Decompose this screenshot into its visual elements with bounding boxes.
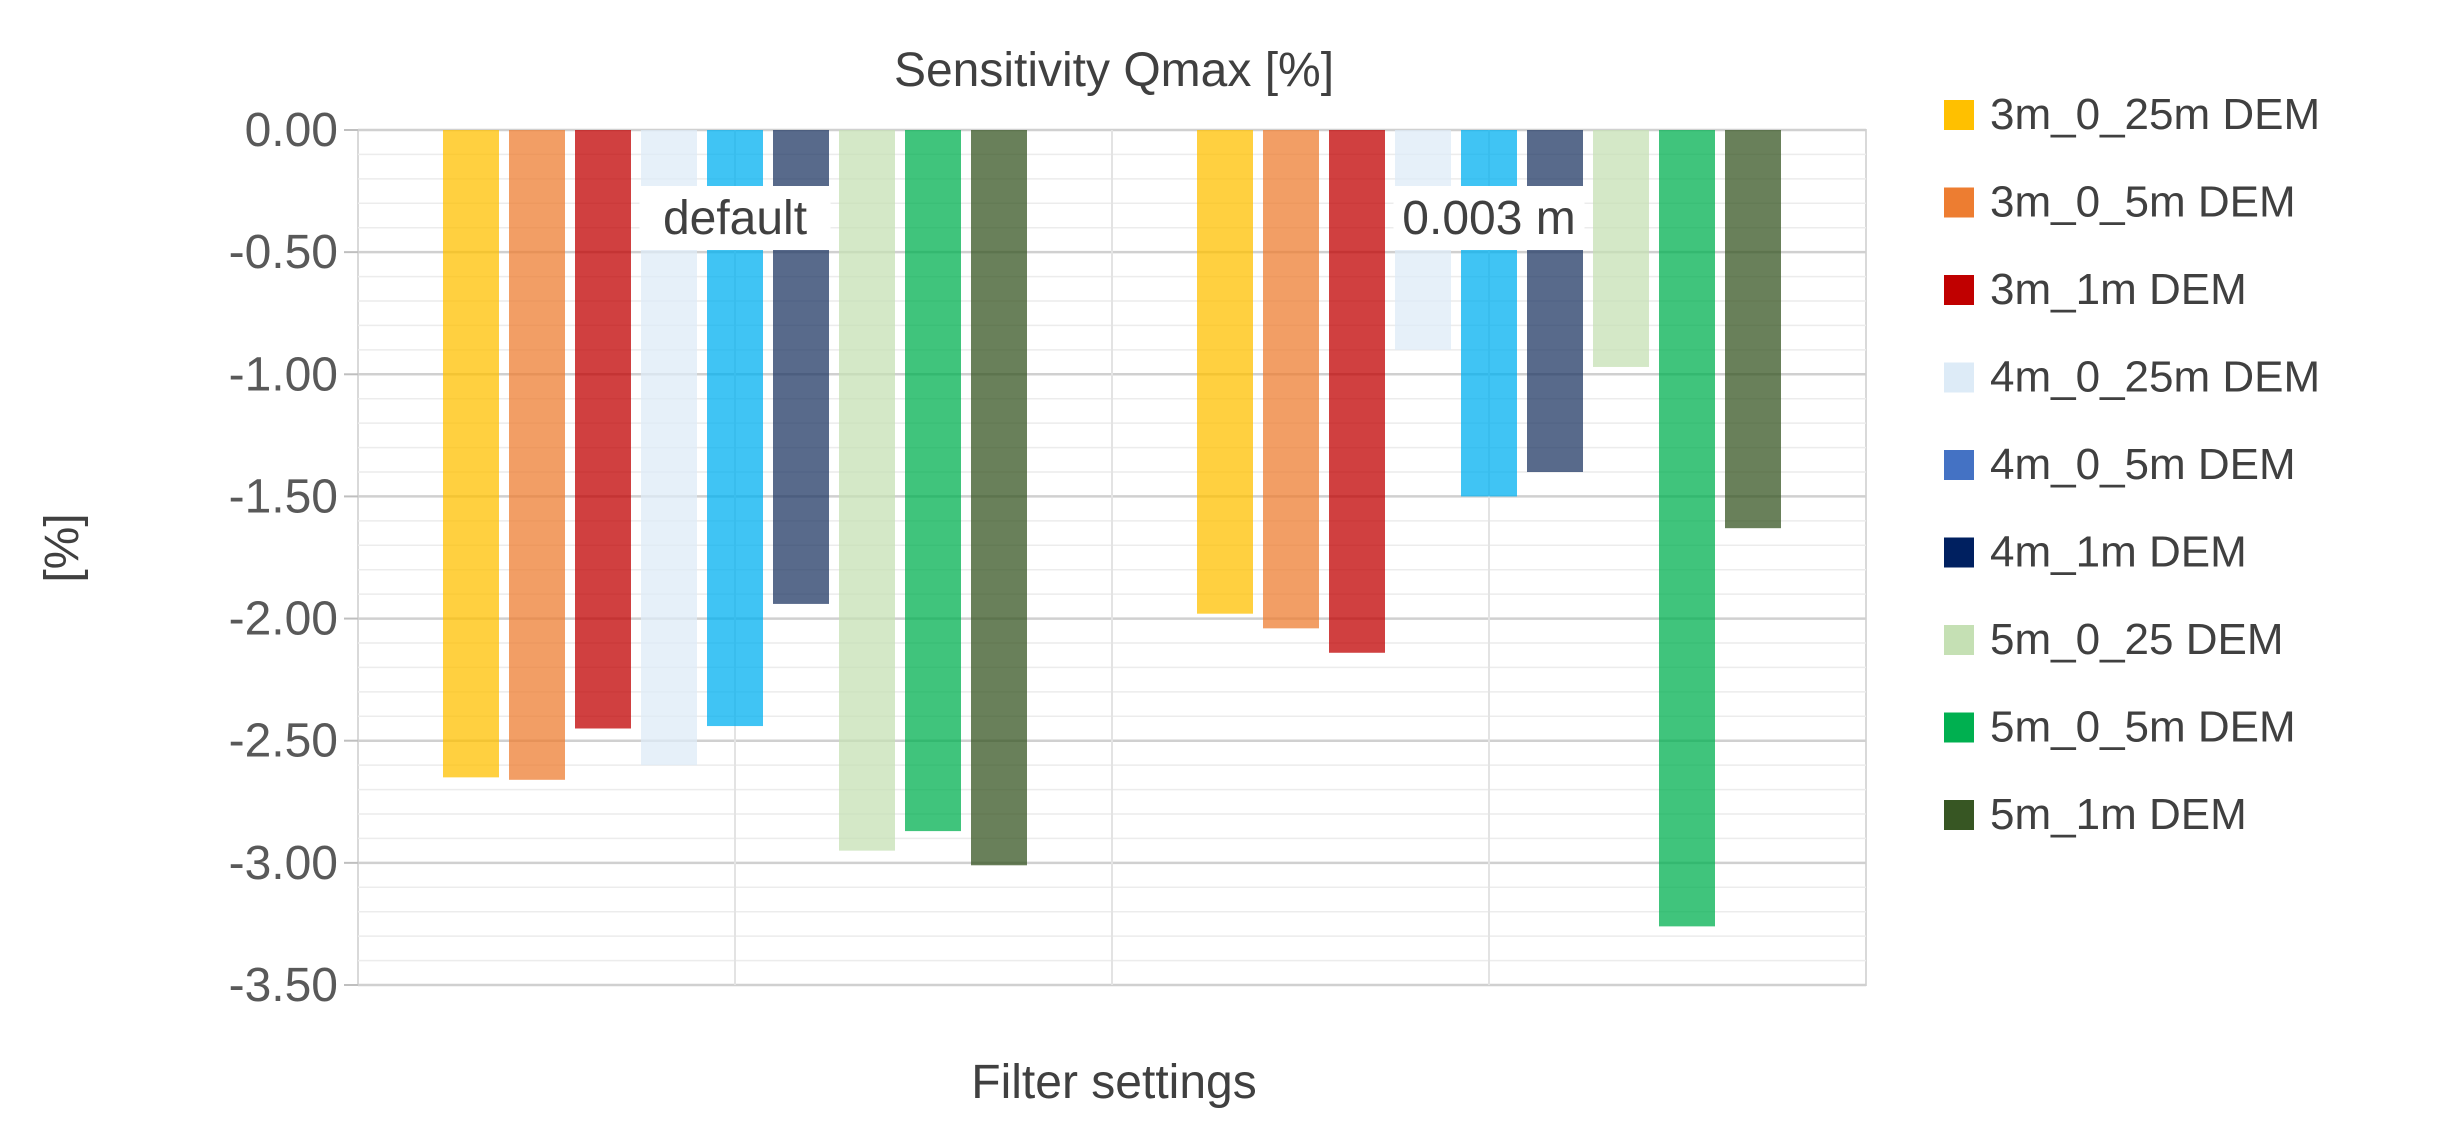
y-axis-ticks: 0.00 -0.50 -1.00 -1.50 -2.00 -2.50 -3.00 -3.50 [229, 104, 338, 1012]
bar [1263, 130, 1319, 629]
x-axis-label: Filter settings [971, 1056, 1256, 1109]
legend-label: 5m_0_25 DEM [1990, 615, 2283, 664]
y-tick-label: -3.00 [229, 837, 338, 890]
legend-swatch [1944, 450, 1974, 480]
y-tick-label: -0.50 [229, 226, 338, 279]
y-tick-label: -2.50 [229, 715, 338, 768]
legend-label: 4m_0_25m DEM [1990, 353, 2320, 402]
bar [575, 130, 631, 729]
bar [1593, 130, 1649, 367]
y-tick-label: -2.00 [229, 593, 338, 646]
chart-title: Sensitivity Qmax [%] [894, 44, 1334, 97]
y-tick-label: -3.50 [229, 959, 338, 1012]
legend-label: 5m_0_5m DEM [1990, 703, 2296, 752]
legend-label: 5m_1m DEM [1990, 790, 2247, 839]
y-tick-label: -1.50 [229, 470, 338, 523]
y-axis-label: [%] [36, 513, 89, 582]
bars [443, 130, 1781, 927]
bar [443, 130, 499, 778]
y-tick-label: -1.00 [229, 348, 338, 401]
legend-swatch [1944, 187, 1974, 218]
bar [1329, 130, 1385, 653]
category-labels: default 0.003 m [639, 186, 1585, 250]
bar [1527, 130, 1583, 472]
bar [905, 130, 961, 832]
legend-label: 4m_0_5m DEM [1990, 440, 2296, 489]
legend-label: 3m_0_25m DEM [1990, 90, 2320, 139]
legend: 3m_0_25m DEM 3m_0_5m DEM 3m_1m DEM 4m_0_25m… [1944, 90, 2320, 839]
legend-swatch [1944, 275, 1974, 305]
bar [971, 130, 1027, 866]
bar [1461, 130, 1517, 497]
legend-swatch [1944, 362, 1974, 393]
category-label: 0.003 m [1402, 192, 1575, 245]
legend-label: 4m_1m DEM [1990, 528, 2247, 577]
bar [1197, 130, 1253, 614]
legend-swatch [1944, 100, 1974, 130]
bar [509, 130, 565, 780]
category-label: default [663, 192, 807, 245]
category-label-bg [1393, 186, 1585, 250]
y-tick-label: 0.00 [245, 104, 338, 157]
bar [1725, 130, 1781, 529]
bar [839, 130, 895, 851]
legend-swatch [1944, 537, 1974, 568]
bar [1659, 130, 1715, 927]
category-label-bg [639, 186, 831, 250]
legend-label: 3m_1m DEM [1990, 265, 2247, 314]
legend-label: 3m_0_5m DEM [1990, 178, 2296, 227]
legend-swatch [1944, 712, 1974, 743]
legend-swatch [1944, 625, 1974, 655]
legend-swatch [1944, 800, 1974, 830]
